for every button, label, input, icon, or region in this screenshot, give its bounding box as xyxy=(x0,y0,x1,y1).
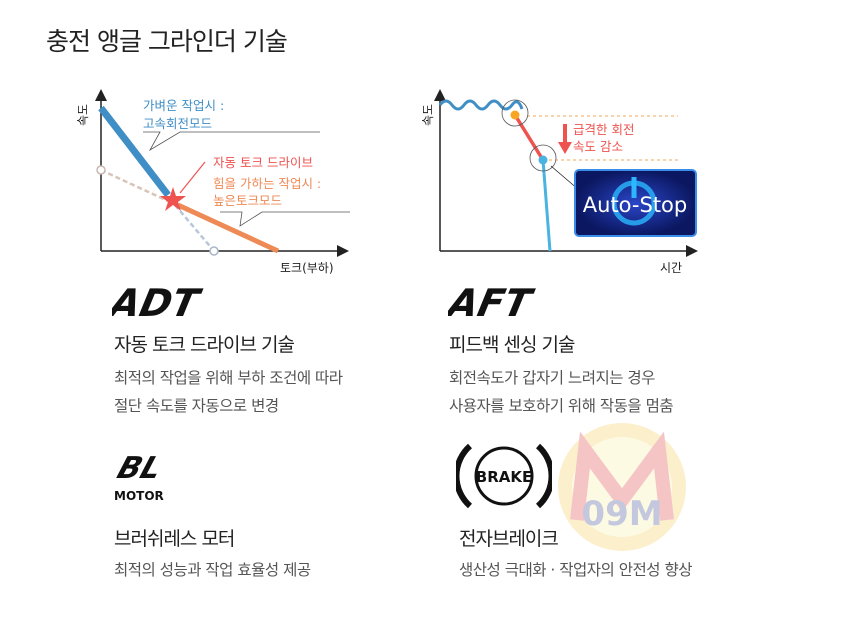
auto-torque-label: 자동 토크 드라이브 xyxy=(213,155,313,170)
feature-desc: 최적의 작업을 위해 부하 조건에 따라 절단 속도를 자동으로 변경 xyxy=(114,369,343,415)
svg-text:AFT: AFT xyxy=(448,281,538,322)
svg-text:09M: 09M xyxy=(581,494,662,534)
x-axis-label: 토크(부하) xyxy=(280,261,334,275)
watermark-logo: 09M xyxy=(558,423,686,551)
speed-drop-line xyxy=(513,114,545,161)
stop-line xyxy=(541,159,552,252)
svg-text:BRAKE: BRAKE xyxy=(476,468,532,486)
svg-text:ADT: ADT xyxy=(112,281,205,322)
feature-title: 피드백 센싱 기술 xyxy=(449,334,575,356)
dashed-line xyxy=(174,204,215,252)
heavy-work-label: 힘을 가하는 작업시 : xyxy=(213,176,321,191)
aft-logo: AFT xyxy=(448,281,538,322)
point-marker xyxy=(510,110,520,120)
svg-text:Auto-Stop: Auto-Stop xyxy=(583,193,687,217)
drop-label-2: 속도 감소 xyxy=(573,139,623,154)
point-marker xyxy=(209,246,219,256)
speed-time-diagram: 급격한 회전 속도 감소 Auto-Stop 속도 시간 xyxy=(421,89,698,275)
y-axis-label: 속도 xyxy=(76,104,90,126)
down-arrow-icon xyxy=(558,142,572,154)
y-axis-label: 속도 xyxy=(421,104,435,126)
feature-title: 자동 토크 드라이브 기술 xyxy=(114,334,295,356)
high-torque-mode-label: 높은토크모드 xyxy=(213,193,282,208)
high-torque-line xyxy=(176,202,280,254)
feature-desc: 회전속도가 갑자기 느려지는 경우 사용자를 보호하기 위해 작동을 멈춤 xyxy=(449,369,674,415)
svg-text:BL: BL xyxy=(113,452,166,486)
feature-title: 브러쉬레스 모터 xyxy=(114,528,235,550)
auto-stop-badge: Auto-Stop xyxy=(574,169,697,237)
point-marker xyxy=(96,165,106,175)
adt-logo: ADT xyxy=(112,281,205,322)
feature-desc: 생산성 극대화 · 작업자의 안전성 향상 xyxy=(459,561,692,579)
speed-wave xyxy=(438,99,524,111)
dashed-line xyxy=(100,168,171,204)
feature-desc: 최적의 성능과 작업 효율성 제공 xyxy=(114,561,311,579)
page-title: 충전 앵글 그라인더 기술 xyxy=(46,27,288,56)
brake-icon: BRAKE xyxy=(456,443,552,509)
x-axis-label: 시간 xyxy=(660,261,682,275)
feature-title: 전자브레이크 xyxy=(459,528,559,550)
torque-speed-diagram: 속도 토크(부하) 가벼운 작업시 : 고속회전모드 자동 토크 드라이브 힘을… xyxy=(76,89,350,275)
svg-text:MOTOR: MOTOR xyxy=(114,489,164,503)
light-work-label: 가벼운 작업시 : xyxy=(143,98,224,113)
drop-label-1: 급격한 회전 xyxy=(573,122,634,137)
bl-motor-logo: BL MOTOR xyxy=(113,452,166,503)
high-speed-line xyxy=(98,105,171,198)
high-speed-mode-label: 고속회전모드 xyxy=(143,116,212,131)
point-marker xyxy=(538,155,548,165)
star-icon xyxy=(160,187,186,211)
